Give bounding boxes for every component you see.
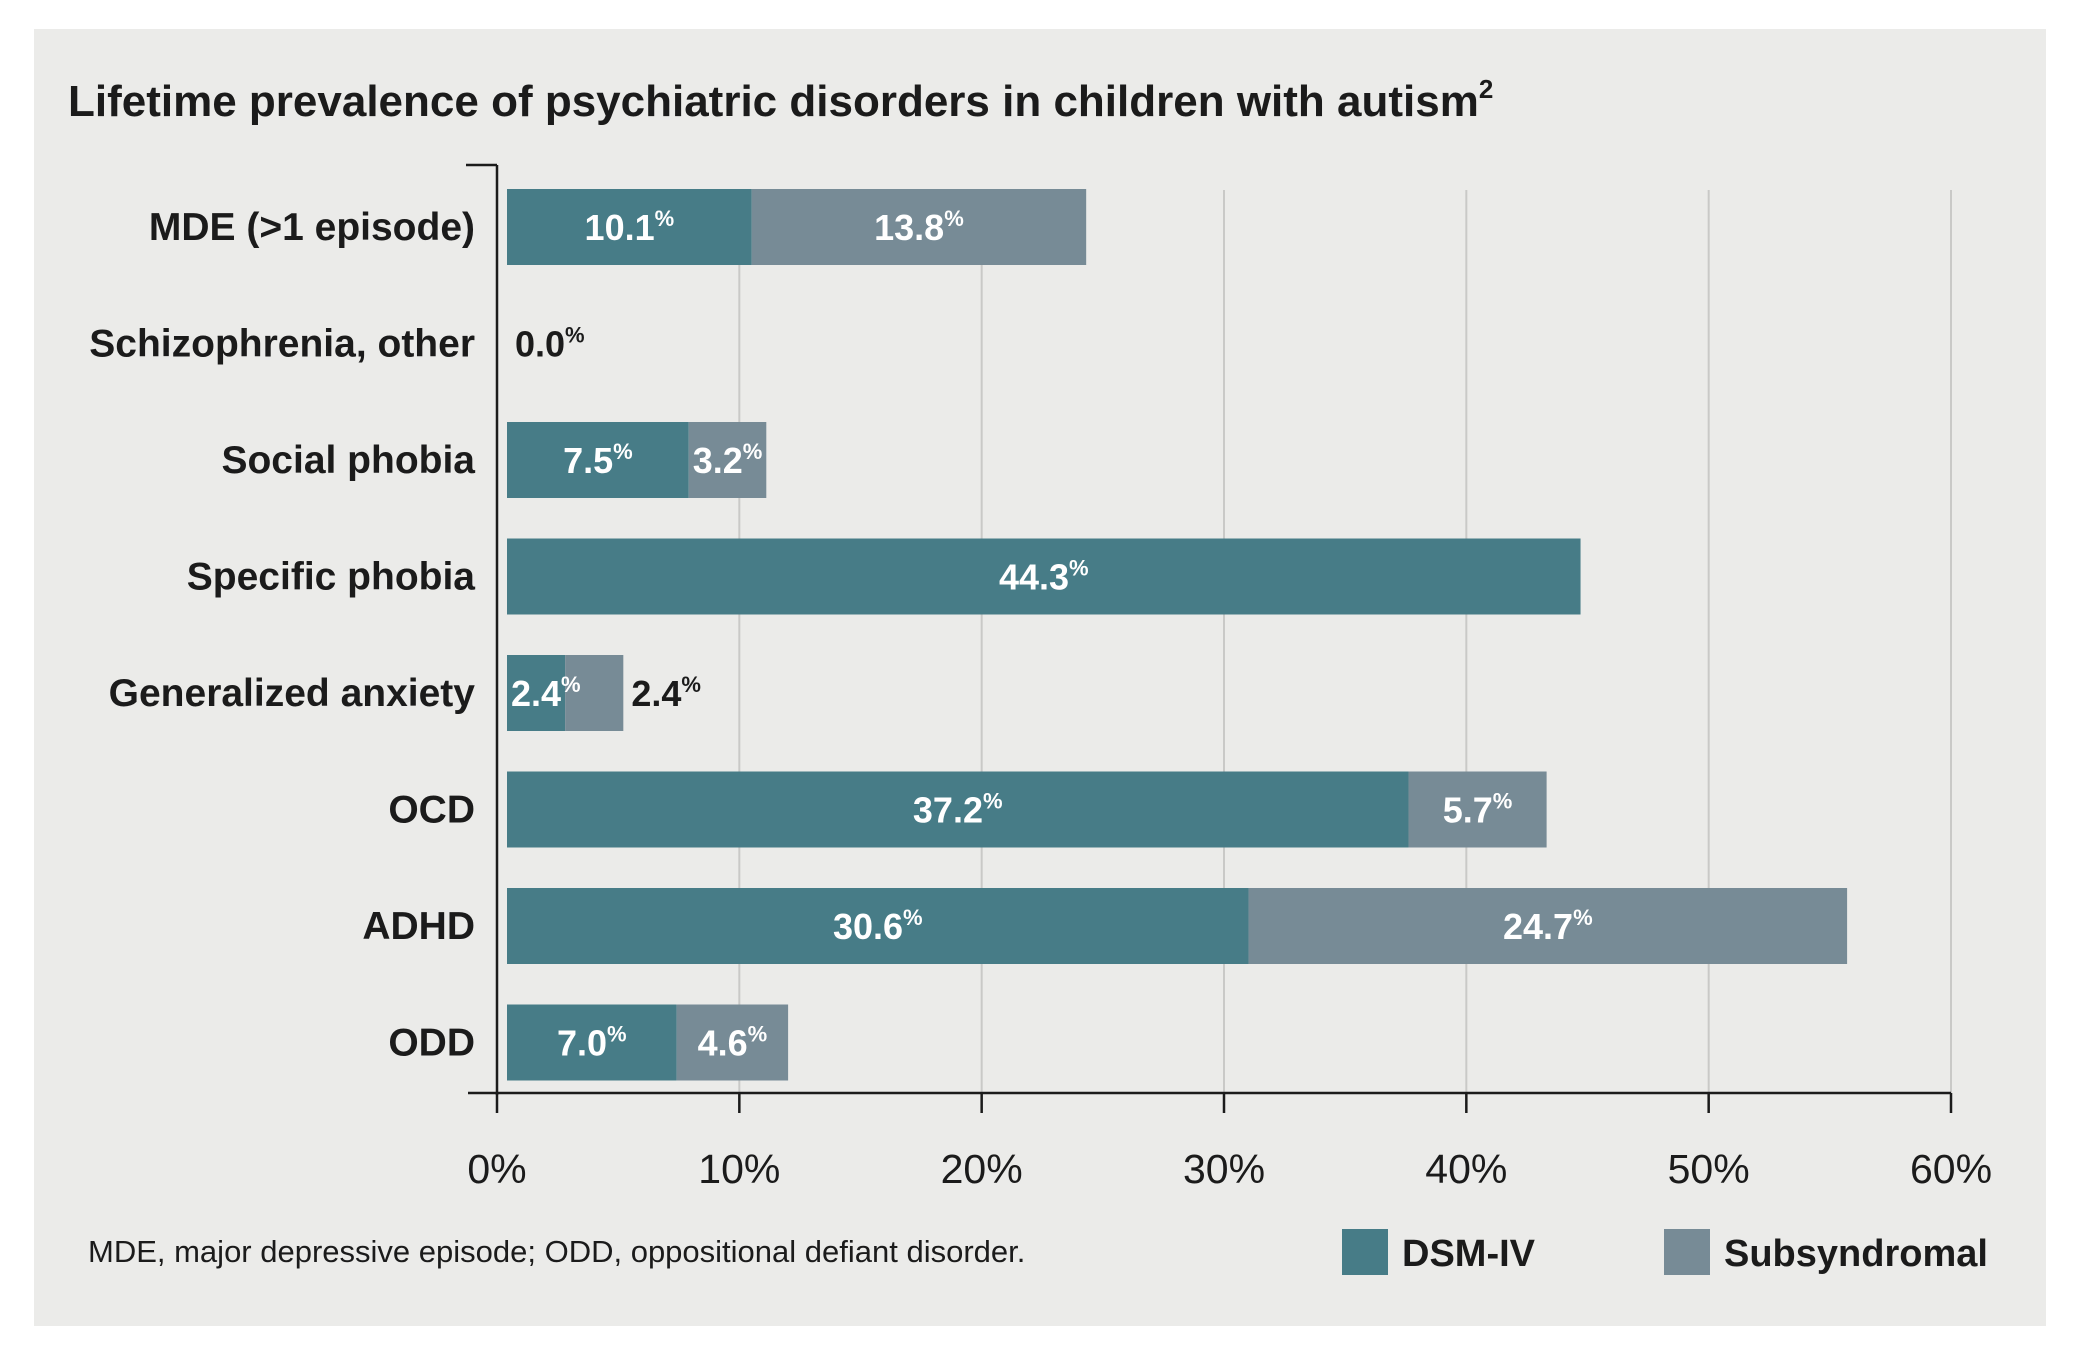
bar-dsm-iv	[507, 538, 1581, 615]
chart-title: Lifetime prevalence of psychiatric disor…	[68, 74, 1493, 126]
data-label: 13.8%	[874, 206, 964, 248]
category-label: Social phobia	[221, 439, 475, 482]
x-tick-label: 40%	[1425, 1146, 1507, 1192]
bar-subsyndromal	[751, 189, 1087, 265]
bar-subsyndromal	[1248, 888, 1848, 964]
legend-label: Subsyndromal	[1724, 1233, 1988, 1275]
x-tick-label: 10%	[698, 1146, 780, 1192]
x-tick-label: 50%	[1668, 1146, 1750, 1192]
category-label: Generalized anxiety	[109, 672, 476, 715]
data-label: 4.6%	[698, 1022, 768, 1064]
data-label: 37.2%	[913, 789, 1003, 831]
data-label: 24.7%	[1503, 905, 1593, 947]
data-label: 30.6%	[833, 905, 923, 947]
data-label: 44.3%	[999, 556, 1089, 598]
category-label: OCD	[388, 789, 475, 832]
legend-swatch	[1342, 1229, 1388, 1275]
data-label: 7.5%	[563, 439, 633, 481]
bar-dsm-iv	[507, 888, 1249, 964]
x-tick-label: 20%	[941, 1146, 1023, 1192]
bar-dsm-iv	[507, 1004, 677, 1081]
legend-swatch	[1664, 1229, 1710, 1275]
data-label: 5.7%	[1443, 789, 1513, 831]
bar-subsyndromal	[676, 1004, 789, 1081]
legend-label: DSM-IV	[1402, 1233, 1536, 1275]
x-tick-label: 60%	[1910, 1146, 1992, 1192]
category-label: Schizophrenia, other	[89, 323, 475, 366]
bar-dsm-iv	[507, 189, 752, 265]
bar-subsyndromal	[688, 422, 767, 498]
data-label: 2.4%	[511, 672, 581, 714]
category-label: MDE (>1 episode)	[149, 206, 475, 249]
bar-subsyndromal	[1408, 771, 1547, 848]
category-label: Specific phobia	[187, 556, 476, 599]
bar-dsm-iv	[507, 655, 566, 731]
data-label: 2.4%	[631, 672, 701, 714]
bar-dsm-iv	[507, 422, 689, 498]
data-label: 10.1%	[585, 206, 675, 248]
x-tick-label: 30%	[1183, 1146, 1265, 1192]
x-tick-label: 0%	[467, 1146, 526, 1192]
category-label: ODD	[388, 1022, 475, 1065]
category-label: ADHD	[362, 905, 475, 948]
data-label: 7.0%	[557, 1022, 627, 1064]
data-label: 3.2%	[693, 439, 763, 481]
footnote: MDE, major depressive episode; ODD, oppo…	[88, 1234, 1025, 1269]
bar-dsm-iv	[507, 771, 1409, 848]
data-label: 0.0%	[515, 323, 585, 365]
bar-subsyndromal	[565, 655, 624, 731]
